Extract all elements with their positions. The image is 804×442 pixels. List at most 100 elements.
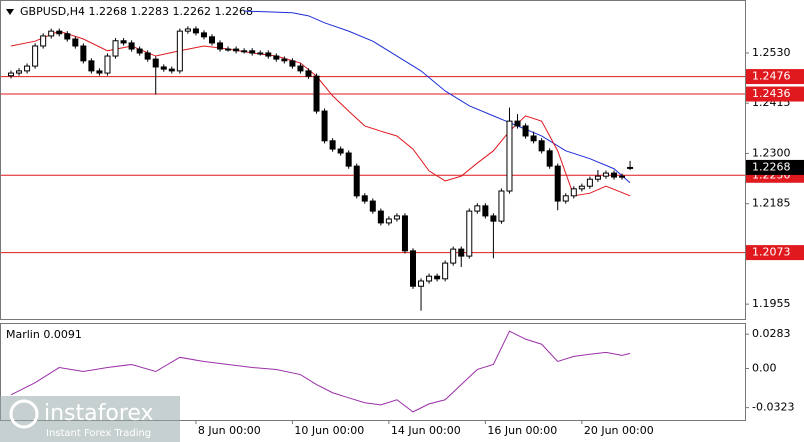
- watermark-logo: [9, 399, 39, 429]
- candle-body: [498, 190, 505, 222]
- candle-body: [482, 205, 489, 217]
- candle-body: [152, 58, 159, 68]
- candle-body: [184, 28, 191, 32]
- candle-body: [442, 262, 449, 280]
- chart-title: GBPUSD,H4 1.2268 1.2283 1.2262 1.2268: [20, 5, 253, 18]
- candle-body: [329, 140, 336, 150]
- candle-body: [88, 60, 95, 72]
- candle-body: [377, 210, 384, 224]
- candle-body: [32, 45, 39, 67]
- candle-body: [530, 135, 537, 142]
- candle-body: [602, 172, 609, 177]
- candle-body: [104, 55, 111, 74]
- candle-body: [72, 38, 79, 47]
- candle-body: [217, 42, 224, 50]
- candle-body: [8, 72, 14, 77]
- candle-body: [64, 33, 71, 40]
- y-tick-label: 1.2530: [752, 46, 791, 59]
- candle-body: [80, 45, 87, 62]
- candle-body: [434, 275, 441, 280]
- candle-body: [401, 215, 408, 252]
- indicator-title: Marlin 0.0091: [6, 328, 82, 341]
- candle-body: [144, 52, 151, 60]
- candle-body: [514, 120, 521, 127]
- watermark: instaforex Instant Forex Trading: [0, 396, 180, 442]
- candle-body: [450, 248, 457, 264]
- candle-body: [265, 52, 272, 57]
- candle-body: [273, 55, 280, 60]
- candle-body: [297, 65, 304, 72]
- candle-body: [570, 188, 577, 197]
- candle-body: [466, 210, 473, 257]
- open: 1.2268: [88, 5, 127, 18]
- candle-body: [490, 215, 497, 222]
- candle-body: [619, 175, 626, 178]
- high: 1.2283: [130, 5, 169, 18]
- candle-body: [241, 50, 248, 53]
- indicator-tick-label: 0.0283: [752, 327, 791, 340]
- candle-body: [209, 36, 215, 44]
- candle-body: [418, 280, 425, 287]
- watermark-brand: instaforex: [44, 401, 154, 426]
- candle-body: [96, 70, 103, 74]
- candle-body: [578, 185, 585, 190]
- candle-body: [128, 42, 135, 50]
- candle-body: [168, 68, 175, 72]
- candle-body: [112, 40, 119, 57]
- candle-body: [369, 200, 376, 212]
- candle-body: [385, 218, 392, 224]
- candle-body: [522, 125, 529, 137]
- candle-body: [16, 70, 23, 74]
- candle-body: [40, 35, 47, 47]
- y-tick-label: 1.1955: [752, 297, 791, 310]
- level-label: 1.2436: [752, 87, 791, 100]
- candle-body: [321, 110, 328, 142]
- candle-body: [410, 250, 416, 287]
- x-tick-label: 10 Jun 00:00: [294, 424, 364, 437]
- candle-body: [353, 165, 360, 197]
- level-label-box: [746, 245, 804, 261]
- low: 1.2262: [172, 5, 211, 18]
- x-tick-label: 20 Jun 00:00: [584, 424, 654, 437]
- candle-body: [538, 140, 545, 152]
- level-label-box: [746, 69, 804, 85]
- y-tick-label: 1.2185: [752, 197, 791, 210]
- level-label: 1.2476: [752, 70, 791, 83]
- candle-body: [458, 248, 465, 257]
- candle-body: [192, 28, 199, 34]
- candle-body: [24, 65, 31, 72]
- level-label: 1.2073: [752, 246, 791, 259]
- candle-body: [627, 166, 634, 169]
- candle-body: [313, 75, 320, 112]
- menu-arrow: [6, 9, 14, 15]
- candle-body: [281, 58, 288, 62]
- level-label-box: [746, 86, 804, 102]
- watermark-tagline: Instant Forex Trading: [46, 428, 151, 439]
- candle-body: [160, 66, 167, 70]
- candle-body: [136, 48, 143, 54]
- candle-body: [257, 52, 264, 55]
- close: 1.2268: [214, 5, 253, 18]
- candle-body: [200, 32, 207, 38]
- candle-body: [337, 148, 344, 154]
- candle-body: [361, 195, 368, 202]
- candle-body: [120, 40, 127, 44]
- candle-body: [474, 205, 481, 212]
- candle-body: [586, 178, 593, 187]
- candle-body: [305, 70, 312, 77]
- candle-body: [249, 50, 256, 54]
- candle-body: [345, 152, 352, 167]
- indicator-tick-label: 0.00: [752, 361, 777, 374]
- indicator-line: [10, 330, 631, 413]
- main-panel: [0, 0, 746, 320]
- candle-body: [554, 165, 561, 202]
- candle-body: [546, 150, 553, 167]
- x-tick-label: 8 Jun 00:00: [198, 424, 261, 437]
- x-tick-label: 16 Jun 00:00: [487, 424, 557, 437]
- candle-body: [562, 195, 569, 202]
- y-tick-label: 1.2300: [752, 146, 791, 159]
- price-label-box: [746, 159, 804, 175]
- candle-body: [289, 60, 296, 67]
